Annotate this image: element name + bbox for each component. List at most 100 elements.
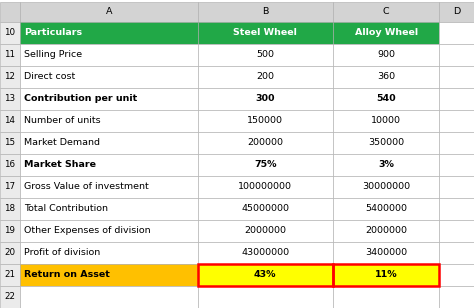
Bar xyxy=(20,132,198,154)
Text: Contribution per unit: Contribution per unit xyxy=(24,94,137,103)
Bar xyxy=(333,43,439,66)
Text: 18: 18 xyxy=(4,204,16,213)
Bar xyxy=(20,88,198,110)
Bar xyxy=(439,88,474,110)
Bar xyxy=(20,286,198,308)
Bar xyxy=(20,110,198,132)
Bar xyxy=(333,110,439,132)
Bar xyxy=(198,264,333,286)
Bar xyxy=(333,242,439,264)
Text: 360: 360 xyxy=(377,72,395,81)
Bar xyxy=(439,220,474,242)
Text: 10000: 10000 xyxy=(371,116,401,125)
Bar xyxy=(0,242,20,264)
Bar xyxy=(333,264,439,286)
Bar xyxy=(198,22,333,43)
Bar xyxy=(0,176,20,198)
Text: 300: 300 xyxy=(255,94,275,103)
Bar xyxy=(333,22,439,43)
Bar xyxy=(333,220,439,242)
Text: Return on Asset: Return on Asset xyxy=(24,270,109,279)
Bar xyxy=(439,43,474,66)
Bar xyxy=(439,132,474,154)
Bar xyxy=(198,88,333,110)
Text: 3400000: 3400000 xyxy=(365,248,407,257)
Bar xyxy=(0,66,20,87)
Text: Number of units: Number of units xyxy=(24,116,100,125)
Text: 45000000: 45000000 xyxy=(241,204,289,213)
Bar xyxy=(439,242,474,264)
Bar xyxy=(0,88,20,110)
Text: 15: 15 xyxy=(4,138,16,147)
Bar xyxy=(333,286,439,308)
Bar xyxy=(20,220,198,242)
Bar xyxy=(439,66,474,87)
Text: 11%: 11% xyxy=(375,270,397,279)
Text: C: C xyxy=(383,7,389,16)
Text: 3%: 3% xyxy=(378,160,394,169)
Bar xyxy=(198,66,333,87)
Bar xyxy=(20,264,198,286)
Text: 900: 900 xyxy=(377,50,395,59)
Bar xyxy=(0,154,20,176)
Bar xyxy=(0,2,20,22)
Text: 2000000: 2000000 xyxy=(365,226,407,235)
Bar xyxy=(333,198,439,220)
Text: Direct cost: Direct cost xyxy=(24,72,75,81)
Bar xyxy=(20,198,198,220)
Text: 22: 22 xyxy=(4,292,16,301)
Bar xyxy=(198,242,333,264)
Bar xyxy=(333,88,439,110)
Bar xyxy=(20,242,198,264)
Text: Other Expenses of division: Other Expenses of division xyxy=(24,226,150,235)
Text: 43000000: 43000000 xyxy=(241,248,289,257)
Bar xyxy=(333,154,439,176)
Bar xyxy=(439,198,474,220)
Text: 350000: 350000 xyxy=(368,138,404,147)
Bar xyxy=(439,22,474,43)
Bar xyxy=(439,154,474,176)
Bar xyxy=(0,220,20,242)
Bar xyxy=(439,110,474,132)
Text: 30000000: 30000000 xyxy=(362,182,410,191)
Text: 13: 13 xyxy=(4,94,16,103)
Bar xyxy=(20,22,198,43)
Bar xyxy=(0,264,20,286)
Bar xyxy=(0,132,20,154)
Bar xyxy=(0,110,20,132)
Text: 2000000: 2000000 xyxy=(244,226,286,235)
Bar xyxy=(198,176,333,198)
Bar xyxy=(198,264,333,286)
Bar xyxy=(333,2,439,22)
Text: 21: 21 xyxy=(4,270,16,279)
Bar xyxy=(20,154,198,176)
Text: Profit of division: Profit of division xyxy=(24,248,100,257)
Text: 43%: 43% xyxy=(254,270,276,279)
Text: Market Share: Market Share xyxy=(24,160,96,169)
Text: 540: 540 xyxy=(376,94,396,103)
Text: Steel Wheel: Steel Wheel xyxy=(233,28,297,37)
Bar xyxy=(333,176,439,198)
Text: 500: 500 xyxy=(256,50,274,59)
Text: Market Demand: Market Demand xyxy=(24,138,100,147)
Bar xyxy=(0,22,20,43)
Text: Total Contribution: Total Contribution xyxy=(24,204,108,213)
Bar xyxy=(198,43,333,66)
Text: 150000: 150000 xyxy=(247,116,283,125)
Bar xyxy=(439,2,474,22)
Text: A: A xyxy=(106,7,112,16)
Bar xyxy=(333,264,439,286)
Bar xyxy=(0,198,20,220)
Text: 75%: 75% xyxy=(254,160,276,169)
Bar xyxy=(20,43,198,66)
Text: Selling Price: Selling Price xyxy=(24,50,82,59)
Bar xyxy=(198,110,333,132)
Text: 10: 10 xyxy=(4,28,16,37)
Bar xyxy=(198,286,333,308)
Text: 12: 12 xyxy=(4,72,16,81)
Text: 17: 17 xyxy=(4,182,16,191)
Bar xyxy=(439,286,474,308)
Bar xyxy=(333,66,439,87)
Text: Gross Value of investment: Gross Value of investment xyxy=(24,182,148,191)
Text: D: D xyxy=(453,7,460,16)
